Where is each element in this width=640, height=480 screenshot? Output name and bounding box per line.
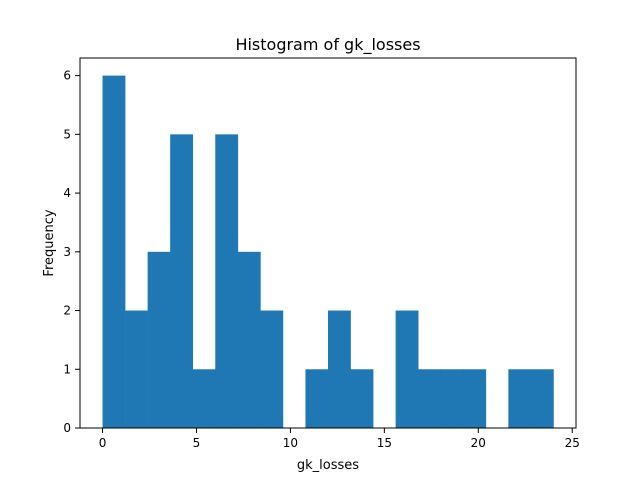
histogram-bar (192, 369, 216, 428)
y-tick-label: 6 (63, 69, 71, 83)
x-tick-label: 0 (99, 436, 107, 450)
x-tick-label: 25 (565, 436, 580, 450)
plot-frame (79, 57, 577, 429)
histogram-bar (125, 310, 148, 428)
histogram-bar (170, 134, 194, 428)
histogram-bar (350, 369, 374, 428)
y-axis-label: Frequency (42, 209, 57, 276)
y-tick-label: 0 (63, 421, 71, 435)
histogram-bar (463, 369, 487, 428)
y-tick-label: 3 (63, 245, 71, 259)
x-axis-ticks: 0 5 10 15 20 25 (99, 428, 580, 450)
histogram-bar (418, 369, 442, 428)
histogram-bar (215, 134, 239, 428)
histogram-bar (102, 75, 126, 428)
chart-title: Histogram of gk_losses (235, 35, 420, 55)
x-axis-label: gk_losses (297, 458, 359, 473)
y-axis-ticks: 0 1 2 3 4 5 6 (63, 69, 80, 435)
x-tick-label: 20 (471, 436, 486, 450)
histogram-bar (147, 251, 171, 428)
y-tick-label: 5 (63, 127, 71, 141)
y-tick-label: 2 (63, 304, 71, 318)
histogram-bar (260, 310, 284, 428)
histogram-bar (328, 310, 351, 428)
histogram-bar (440, 369, 464, 428)
histogram-bar (395, 310, 419, 428)
x-tick-label: 5 (193, 436, 201, 450)
histogram-bar (508, 369, 532, 428)
histogram-bar (305, 369, 329, 428)
bars-group (102, 75, 554, 428)
x-tick-label: 10 (283, 436, 298, 450)
x-tick-label: 15 (377, 436, 392, 450)
y-tick-label: 1 (63, 362, 71, 376)
histogram-bar (530, 369, 554, 428)
y-tick-label: 4 (63, 186, 71, 200)
histogram-bar (237, 251, 261, 428)
